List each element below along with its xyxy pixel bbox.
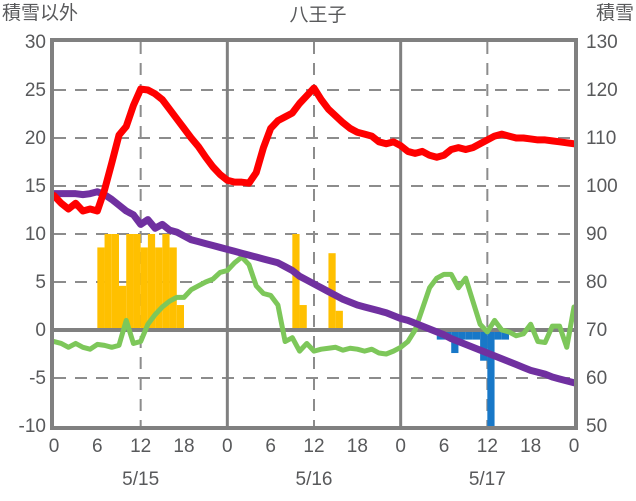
bar [494,330,502,340]
x-tick: 18 [520,436,542,457]
y-tick-left: 30 [24,32,46,53]
y-tick-right: 90 [586,224,608,245]
x-tick: 0 [395,436,406,457]
x-tick: 18 [346,436,368,457]
y-tick-left: -5 [29,368,46,389]
y-tick-left: 5 [35,272,46,293]
y-tick-left: 0 [35,320,46,341]
bar [335,310,343,330]
x-day-label: 5/15 [122,469,160,490]
x-tick: 0 [222,436,233,457]
x-tick: 12 [303,436,325,457]
plot-area [50,38,578,430]
series-green-line [54,254,574,357]
x-tick: 12 [130,436,152,457]
bar [487,330,495,426]
y-tick-left: 15 [24,176,46,197]
y-tick-right: 120 [586,80,618,101]
bar [111,234,119,330]
x-tick: 6 [92,436,103,457]
bar [465,330,473,340]
x-tick: 6 [265,436,276,457]
bar [97,247,105,330]
x-tick: 18 [173,436,195,457]
left-axis-title: 積雪以外 [2,3,79,24]
x-day-label: 5/17 [468,469,506,490]
bar [126,234,134,330]
bar [119,285,127,330]
y-tick-left: 20 [24,128,46,149]
bar [299,305,307,330]
bar [147,234,156,330]
x-tick: 12 [476,436,498,457]
chart-title: 八王子 [289,5,347,26]
series-purple-line [54,188,574,387]
y-tick-right: 70 [586,320,608,341]
x-tick: 6 [438,436,450,457]
bar [169,247,177,330]
bar [176,305,184,330]
bar [480,330,488,361]
bar [472,330,481,340]
bar [133,234,141,330]
bar [104,234,112,330]
right-axis-title: 積雪 [595,3,634,24]
y-tick-right: 80 [586,272,608,293]
bar [458,330,466,340]
y-tick-right: 100 [586,176,618,197]
y-tick-left: 10 [24,224,46,245]
bar [292,234,300,330]
bar [155,247,163,330]
series-red-line [54,84,574,215]
y-tick-right: 60 [586,368,608,389]
plot-canvas [54,42,574,426]
bar [140,247,148,330]
y-tick-left: 25 [24,80,46,101]
y-tick-right: 130 [586,32,618,53]
y-tick-left: -10 [18,416,46,437]
bar [501,330,509,340]
y-tick-right: 110 [586,128,617,149]
y-tick-right: 50 [586,416,608,437]
plot-inner [54,42,574,426]
x-tick: 0 [568,436,580,457]
bar [162,234,170,330]
x-tick: 0 [48,436,60,457]
x-day-label: 5/16 [295,469,333,490]
